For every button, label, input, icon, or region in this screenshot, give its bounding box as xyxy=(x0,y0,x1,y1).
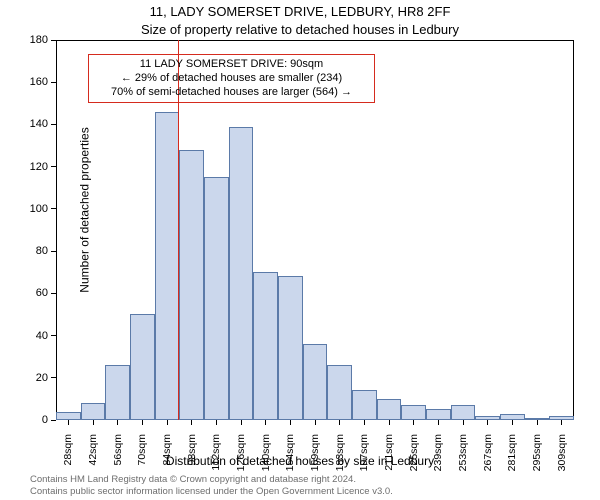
x-tick-mark xyxy=(463,420,464,425)
y-tick-mark xyxy=(51,420,56,421)
x-tick-label: 253sqm xyxy=(457,434,469,484)
histogram-bar xyxy=(278,276,303,420)
y-tick-label: 60 xyxy=(36,287,48,299)
x-tick-label: 28sqm xyxy=(62,434,74,484)
x-tick-mark xyxy=(117,420,118,425)
x-tick-mark xyxy=(339,420,340,425)
x-tick-mark xyxy=(290,420,291,425)
x-tick-label: 183sqm xyxy=(334,434,346,484)
annotation-line: 11 LADY SOMERSET DRIVE: 90sqm xyxy=(95,58,368,72)
histogram-bar xyxy=(253,272,278,420)
x-tick-mark xyxy=(512,420,513,425)
histogram-bar xyxy=(179,150,204,420)
x-tick-label: 126sqm xyxy=(235,434,247,484)
histogram-bar xyxy=(327,365,352,420)
annotation-line: 70% of semi-detached houses are larger (… xyxy=(95,86,368,100)
histogram-bar xyxy=(56,412,81,420)
y-tick-label: 0 xyxy=(42,414,48,426)
y-tick-label: 160 xyxy=(30,76,48,88)
y-tick-mark xyxy=(51,377,56,378)
x-tick-label: 140sqm xyxy=(260,434,272,484)
y-tick-label: 40 xyxy=(36,330,48,342)
y-tick-mark xyxy=(51,40,56,41)
y-tick-mark xyxy=(51,82,56,83)
x-tick-label: 84sqm xyxy=(161,434,173,484)
x-tick-label: 154sqm xyxy=(284,434,296,484)
y-tick-label: 140 xyxy=(30,118,48,130)
axis-top xyxy=(56,40,574,41)
x-tick-mark xyxy=(142,420,143,425)
x-tick-mark xyxy=(315,420,316,425)
x-tick-mark xyxy=(413,420,414,425)
x-tick-label: 309sqm xyxy=(556,434,568,484)
x-tick-mark xyxy=(561,420,562,425)
y-tick-mark xyxy=(51,293,56,294)
axis-left xyxy=(56,40,57,420)
histogram-bar xyxy=(155,112,180,420)
x-tick-mark xyxy=(487,420,488,425)
annotation-box: 11 LADY SOMERSET DRIVE: 90sqm← 29% of de… xyxy=(88,54,375,103)
x-tick-mark xyxy=(191,420,192,425)
x-tick-mark xyxy=(265,420,266,425)
histogram-bar xyxy=(229,127,254,420)
x-tick-mark xyxy=(389,420,390,425)
x-tick-label: 295sqm xyxy=(531,434,543,484)
y-tick-mark xyxy=(51,124,56,125)
annotation-line: ← 29% of detached houses are smaller (23… xyxy=(95,72,368,86)
histogram-bar xyxy=(303,344,328,420)
x-tick-mark xyxy=(438,420,439,425)
histogram-bar xyxy=(426,409,451,420)
x-tick-label: 225sqm xyxy=(408,434,420,484)
histogram-bar xyxy=(81,403,106,420)
axis-right xyxy=(573,40,574,420)
y-tick-label: 180 xyxy=(30,34,48,46)
chart-title-line2: Size of property relative to detached ho… xyxy=(0,22,600,37)
x-tick-label: 281sqm xyxy=(506,434,518,484)
x-tick-label: 56sqm xyxy=(112,434,124,484)
y-tick-label: 120 xyxy=(30,161,48,173)
x-tick-mark xyxy=(364,420,365,425)
x-tick-label: 267sqm xyxy=(482,434,494,484)
x-tick-mark xyxy=(241,420,242,425)
x-tick-mark xyxy=(537,420,538,425)
y-tick-mark xyxy=(51,251,56,252)
x-tick-label: 70sqm xyxy=(136,434,148,484)
y-tick-mark xyxy=(51,208,56,209)
y-tick-mark xyxy=(51,335,56,336)
y-tick-label: 80 xyxy=(36,245,48,257)
histogram-bar xyxy=(451,405,476,420)
x-tick-mark xyxy=(216,420,217,425)
histogram-bar xyxy=(130,314,155,420)
copyright-line2: Contains public sector information licen… xyxy=(30,486,600,498)
y-tick-mark xyxy=(51,166,56,167)
y-tick-label: 100 xyxy=(30,203,48,215)
x-tick-label: 239sqm xyxy=(432,434,444,484)
x-tick-label: 98sqm xyxy=(186,434,198,484)
histogram-bar xyxy=(377,399,402,420)
chart-title-line1: 11, LADY SOMERSET DRIVE, LEDBURY, HR8 2F… xyxy=(0,4,600,19)
histogram-bar xyxy=(105,365,130,420)
x-tick-mark xyxy=(167,420,168,425)
x-tick-mark xyxy=(93,420,94,425)
x-tick-label: 112sqm xyxy=(210,434,222,484)
chart-plot-area: 11 LADY SOMERSET DRIVE: 90sqm← 29% of de… xyxy=(56,40,574,420)
x-tick-label: 211sqm xyxy=(383,434,395,484)
x-tick-mark xyxy=(68,420,69,425)
y-tick-label: 20 xyxy=(36,372,48,384)
x-tick-label: 42sqm xyxy=(87,434,99,484)
histogram-bar xyxy=(204,177,229,420)
x-tick-label: 169sqm xyxy=(309,434,321,484)
histogram-bar xyxy=(401,405,426,420)
x-tick-label: 197sqm xyxy=(358,434,370,484)
histogram-bar xyxy=(352,390,377,420)
